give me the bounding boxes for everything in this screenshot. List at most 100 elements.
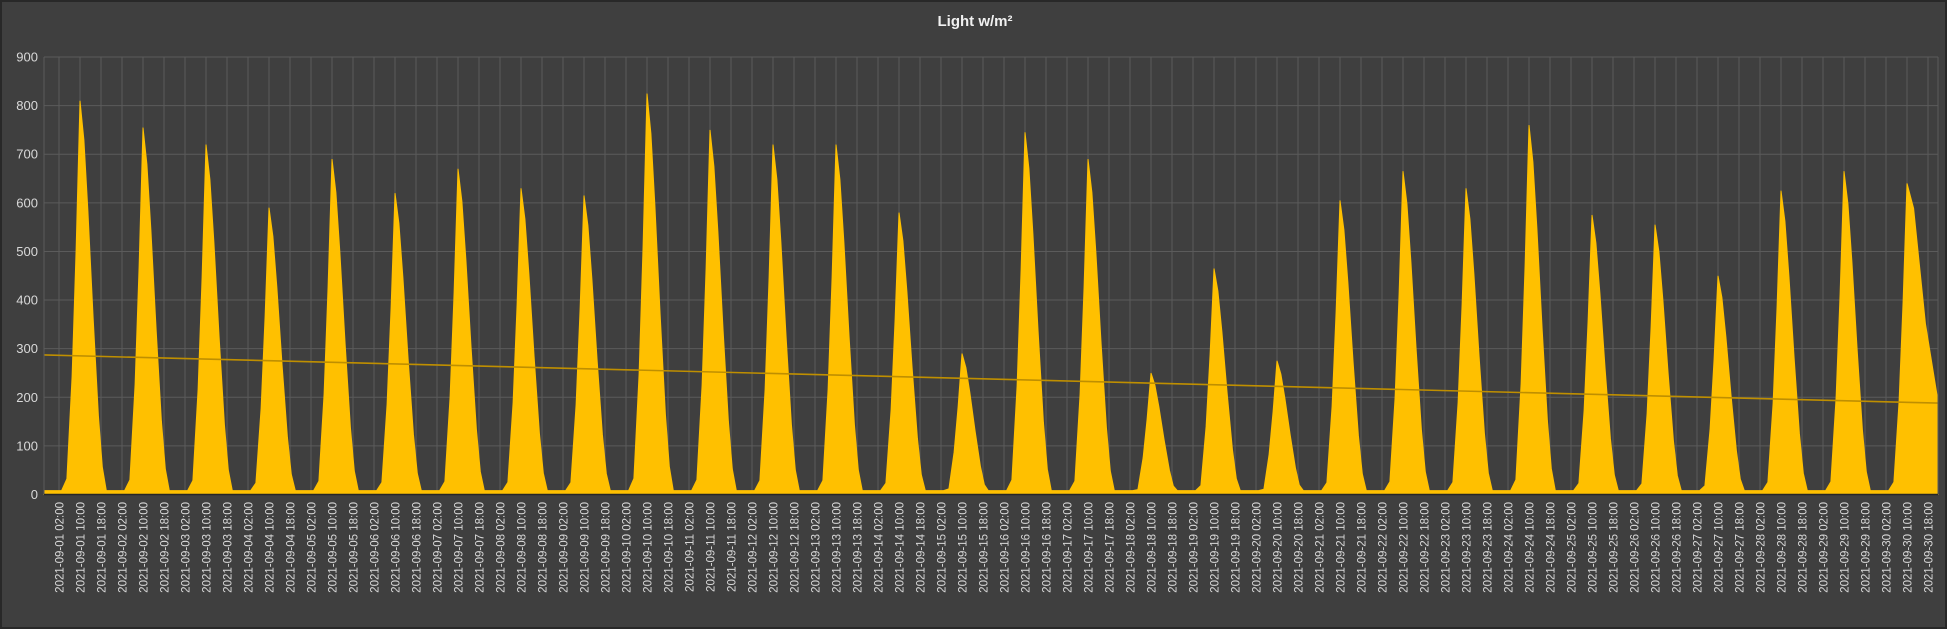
x-axis-tick-label: 2021-09-07 18:00	[475, 502, 487, 593]
trend-line	[43, 354, 1939, 404]
x-axis-tick-label: 2021-09-14 02:00	[874, 502, 886, 593]
x-axis-tick-label: 2021-09-23 02:00	[1441, 502, 1453, 593]
x-axis-tick-label: 2021-09-17 18:00	[1105, 502, 1117, 593]
x-axis-tick-label: 2021-09-15 02:00	[937, 502, 949, 593]
x-axis-tick-label: 2021-09-11 18:00	[727, 502, 739, 592]
x-axis-tick-label: 2021-09-03 10:00	[202, 502, 214, 593]
axis-lines	[43, 57, 1939, 496]
x-axis-tick-label: 2021-09-09 02:00	[559, 502, 571, 593]
x-axis-tick-label: 2021-09-18 18:00	[1168, 502, 1180, 593]
y-axis-tick-label: 100	[16, 438, 38, 453]
x-axis-tick-label: 2021-09-02 18:00	[160, 502, 172, 593]
x-axis-tick-label: 2021-09-08 10:00	[517, 502, 529, 593]
y-axis-tick-label: 500	[16, 244, 38, 259]
x-axis-tick-label: 2021-09-27 18:00	[1735, 502, 1747, 593]
x-axis-tick-label: 2021-09-29 02:00	[1819, 502, 1831, 593]
x-axis-tick-label: 2021-09-15 10:00	[958, 502, 970, 593]
x-axis-tick-label: 2021-09-13 02:00	[811, 502, 823, 593]
x-axis-tick-label: 2021-09-21 10:00	[1336, 502, 1348, 593]
x-axis-tick-label: 2021-09-01 18:00	[97, 502, 109, 593]
x-axis-tick-label: 2021-09-19 02:00	[1189, 502, 1201, 593]
x-axis-tick-label: 2021-09-20 02:00	[1252, 502, 1264, 593]
x-axis-tick-label: 2021-09-28 02:00	[1756, 502, 1768, 593]
y-axis-tick-label: 400	[16, 293, 38, 308]
x-axis-tick-label: 2021-09-24 18:00	[1546, 502, 1558, 593]
y-axis-tick-label: 600	[16, 195, 38, 210]
y-axis-tick-label: 200	[16, 390, 38, 405]
x-axis-tick-label: 2021-09-25 02:00	[1567, 502, 1579, 593]
x-axis-tick-label: 2021-09-17 10:00	[1084, 502, 1096, 593]
x-axis-tick-label: 2021-09-11 02:00	[685, 502, 697, 592]
x-axis-tick-label: 2021-09-06 02:00	[370, 502, 382, 593]
y-axis-tick-label: 0	[31, 487, 38, 502]
x-axis-tick-label: 2021-09-23 10:00	[1462, 502, 1474, 593]
y-axis-tick-label: 700	[16, 147, 38, 162]
y-axis-labels: 0 100 200 300 400 500 600 700 800 900	[16, 50, 38, 503]
x-axis-tick-label: 2021-09-08 18:00	[538, 502, 550, 593]
x-axis-tick-label: 2021-09-28 18:00	[1798, 502, 1810, 593]
x-axis-tick-label: 2021-09-13 10:00	[832, 502, 844, 593]
x-axis-tick-label: 2021-09-02 02:00	[118, 502, 130, 593]
x-axis-tick-label: 2021-09-10 18:00	[664, 502, 676, 593]
x-axis-tick-label: 2021-09-27 02:00	[1693, 502, 1705, 593]
x-axis-tick-label: 2021-09-19 10:00	[1210, 502, 1222, 593]
x-axis-tick-label: 2021-09-02 10:00	[139, 502, 151, 593]
x-axis-tick-label: 2021-09-17 02:00	[1063, 502, 1075, 593]
x-axis-tick-label: 2021-09-11 10:00	[706, 502, 718, 592]
x-axis-tick-label: 2021-09-21 02:00	[1315, 502, 1327, 593]
x-axis-tick-label: 2021-09-22 18:00	[1420, 502, 1432, 593]
x-axis-tick-label: 2021-09-12 18:00	[790, 502, 802, 593]
x-axis-tick-label: 2021-09-10 10:00	[643, 502, 655, 593]
x-axis-tick-label: 2021-09-12 10:00	[769, 502, 781, 593]
x-axis-tick-label: 2021-09-12 02:00	[748, 502, 760, 593]
x-axis-tick-label: 2021-09-30 02:00	[1882, 502, 1894, 593]
y-axis-tick-label: 900	[16, 50, 38, 65]
x-axis-tick-label: 2021-09-06 10:00	[391, 502, 403, 593]
x-axis-tick-label: 2021-09-20 18:00	[1294, 502, 1306, 593]
x-axis-tick-label: 2021-09-06 18:00	[412, 502, 424, 593]
x-axis-tick-label: 2021-09-09 10:00	[580, 502, 592, 593]
x-axis-tick-label: 2021-09-04 18:00	[286, 502, 298, 593]
x-axis-tick-label: 2021-09-22 02:00	[1378, 502, 1390, 593]
x-axis-tick-label: 2021-09-26 18:00	[1672, 502, 1684, 593]
x-axis-tick-label: 2021-09-05 10:00	[328, 502, 340, 593]
x-axis-tick-label: 2021-09-22 10:00	[1399, 502, 1411, 593]
x-axis-labels: 2021-09-01 02:00 2021-09-01 10:00 2021-09-…	[55, 502, 1936, 593]
x-axis-tick-label: 2021-09-05 02:00	[307, 502, 319, 593]
x-axis-tick-label: 2021-09-25 10:00	[1588, 502, 1600, 593]
x-axis-tick-label: 2021-09-24 10:00	[1525, 502, 1537, 593]
x-axis-tick-label: 2021-09-14 18:00	[916, 502, 928, 593]
x-axis-tick-label: 2021-09-29 18:00	[1861, 502, 1873, 593]
x-axis-tick-label: 2021-09-19 18:00	[1231, 502, 1243, 593]
light-area-series	[43, 93, 1939, 495]
x-axis-tick-label: 2021-09-09 18:00	[601, 502, 613, 593]
x-axis-tick-label: 2021-09-30 18:00	[1924, 502, 1936, 593]
x-axis-tick-label: 2021-09-15 18:00	[979, 502, 991, 593]
x-axis-tick-label: 2021-09-23 18:00	[1483, 502, 1495, 593]
y-axis-tick-label: 300	[16, 341, 38, 356]
x-axis-tick-label: 2021-09-20 10:00	[1273, 502, 1285, 593]
x-axis-tick-label: 2021-09-26 10:00	[1651, 502, 1663, 593]
horizontal-gridlines	[44, 56, 1938, 495]
x-axis-tick-label: 2021-09-10 02:00	[622, 502, 634, 593]
x-axis-tick-label: 2021-09-13 18:00	[853, 502, 865, 593]
x-axis-tick-label: 2021-09-04 10:00	[265, 502, 277, 593]
x-axis-tick-label: 2021-09-05 18:00	[349, 502, 361, 593]
x-axis-tick-label: 2021-09-21 18:00	[1357, 502, 1369, 593]
x-axis-tick-label: 2021-09-30 10:00	[1903, 502, 1915, 593]
x-axis-tick-label: 2021-09-04 02:00	[244, 502, 256, 593]
x-axis-tick-label: 2021-09-26 02:00	[1630, 502, 1642, 593]
x-axis-tick-label: 2021-09-16 18:00	[1042, 502, 1054, 593]
x-axis-tick-label: 2021-09-08 02:00	[496, 502, 508, 593]
x-axis-tick-label: 2021-09-18 10:00	[1147, 502, 1159, 593]
x-axis-tick-label: 2021-09-01 10:00	[76, 502, 88, 593]
light-area-path	[43, 93, 1939, 495]
x-axis-tick-label: 2021-09-14 10:00	[895, 502, 907, 593]
x-axis-tick-label: 2021-09-18 02:00	[1126, 502, 1138, 593]
x-axis-tick-label: 2021-09-03 18:00	[223, 502, 235, 593]
x-axis-tick-label: 2021-09-16 02:00	[1000, 502, 1012, 593]
chart-title: Light w/m²	[938, 13, 1013, 30]
x-axis-tick-label: 2021-09-16 10:00	[1021, 502, 1033, 593]
x-axis-tick-label: 2021-09-03 02:00	[181, 502, 193, 593]
